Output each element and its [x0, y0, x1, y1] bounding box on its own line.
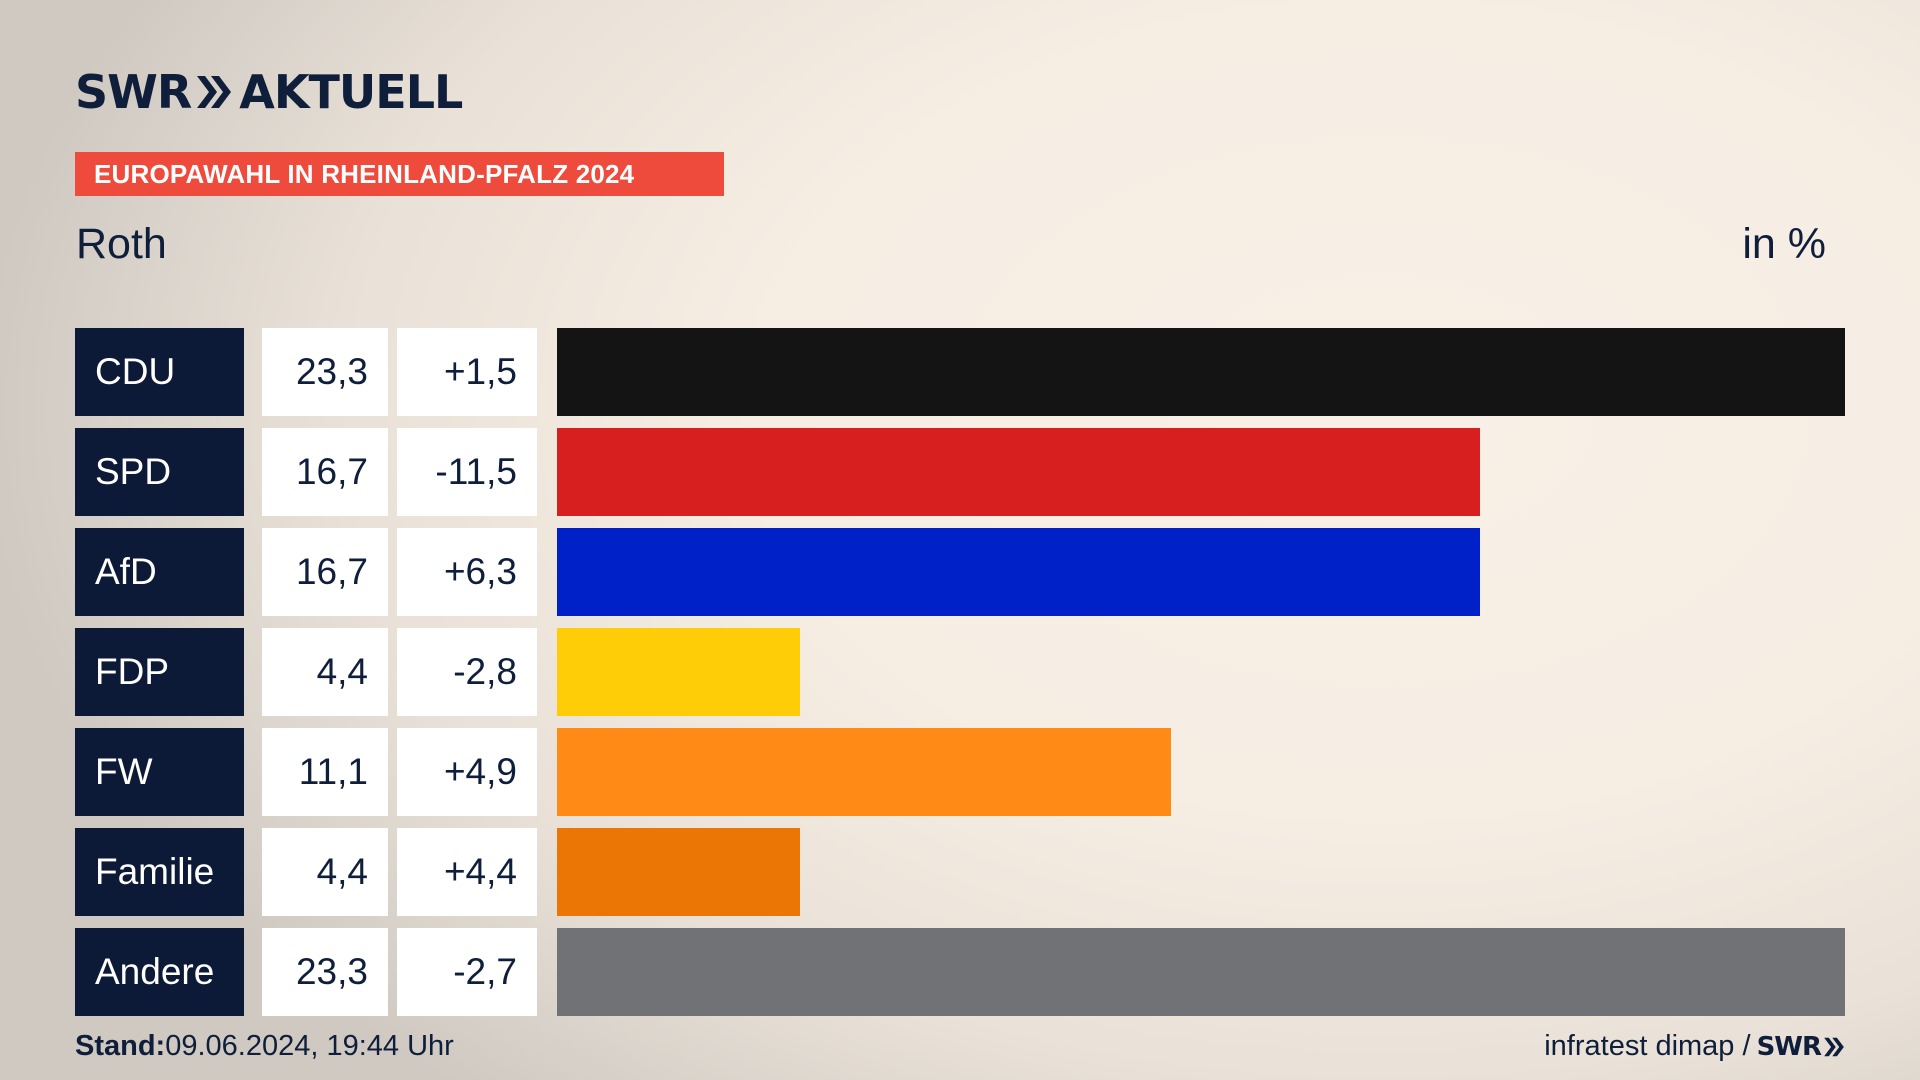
diff-label: +6,3 — [397, 528, 537, 616]
bar-andere — [557, 928, 1845, 1016]
party-label: SPD — [75, 428, 244, 516]
result-row-andere: Andere 23,3 -2,7 — [75, 928, 1845, 1016]
result-row-familie: Familie 4,4 +4,4 — [75, 828, 1845, 916]
value-label: 16,7 — [262, 528, 388, 616]
stand-label: Stand: — [75, 1030, 166, 1062]
party-label: AfD — [75, 528, 244, 616]
logo-swr-text: SWR — [75, 65, 192, 119]
diff-label: -2,7 — [397, 928, 537, 1016]
party-label: Andere — [75, 928, 244, 1016]
small-double-chevron-icon — [1824, 1037, 1844, 1056]
diff-label: +4,9 — [397, 728, 537, 816]
value-label: 16,7 — [262, 428, 388, 516]
value-label: 23,3 — [262, 928, 388, 1016]
party-label: Familie — [75, 828, 244, 916]
party-label: FW — [75, 728, 244, 816]
bar-fdp — [557, 628, 800, 716]
bar-familie — [557, 828, 800, 916]
double-chevron-icon — [197, 76, 232, 108]
value-label: 23,3 — [262, 328, 388, 416]
result-row-afd: AfD 16,7 +6,3 — [75, 528, 1845, 616]
party-label: FDP — [75, 628, 244, 716]
stand-value: 09.06.2024, 19:44 Uhr — [165, 1030, 454, 1062]
diff-label: +1,5 — [397, 328, 537, 416]
bar-fw — [557, 728, 1171, 816]
diff-label: +4,4 — [397, 828, 537, 916]
result-row-cdu: CDU 23,3 +1,5 — [75, 328, 1845, 416]
diff-label: -2,8 — [397, 628, 537, 716]
value-label: 4,4 — [262, 828, 388, 916]
result-row-spd: SPD 16,7 -11,5 — [75, 428, 1845, 516]
diff-label: -11,5 — [397, 428, 537, 516]
footer-stand: Stand:09.06.2024, 19:44 Uhr — [75, 1030, 454, 1063]
party-label: CDU — [75, 328, 244, 416]
value-label: 4,4 — [262, 628, 388, 716]
footer-source: infratest dimap / SWR — [1544, 1030, 1845, 1063]
election-banner: EUROPAWAHL IN RHEINLAND-PFALZ 2024 — [75, 152, 724, 196]
swr-aktuell-logo: SWR AKTUELL — [75, 65, 463, 119]
bar-afd — [557, 528, 1480, 616]
value-label: 11,1 — [262, 728, 388, 816]
bar-spd — [557, 428, 1480, 516]
region-title: Roth — [76, 220, 167, 268]
result-row-fdp: FDP 4,4 -2,8 — [75, 628, 1845, 716]
source-label: infratest dimap / — [1544, 1030, 1751, 1062]
unit-label: in % — [1742, 220, 1826, 268]
logo-aktuell-text: AKTUELL — [239, 65, 463, 119]
result-row-fw: FW 11,1 +4,9 — [75, 728, 1845, 816]
source-brand: SWR — [1756, 1031, 1822, 1062]
bar-cdu — [557, 328, 1845, 416]
